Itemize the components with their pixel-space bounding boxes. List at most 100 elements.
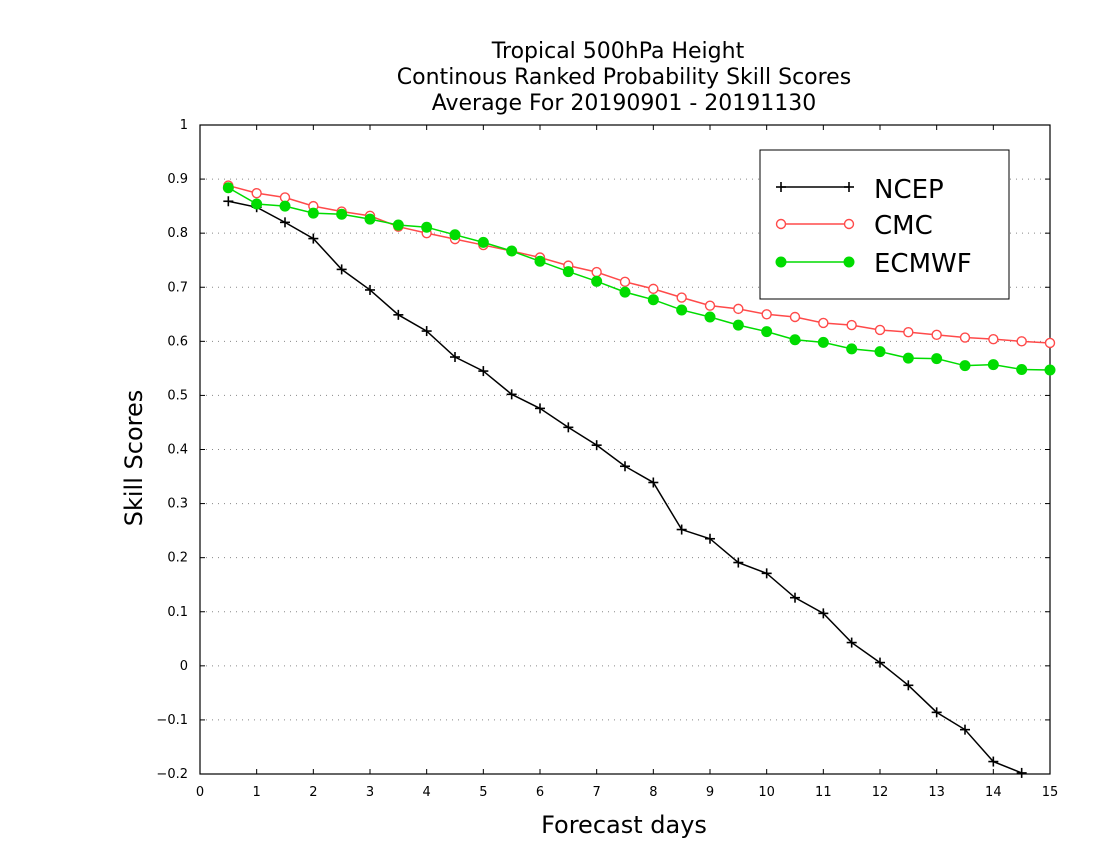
data-point-ecmwf	[1044, 364, 1056, 376]
data-point-ncep	[818, 608, 829, 619]
data-point-cmc	[619, 276, 631, 288]
data-point-cmc	[279, 192, 291, 203]
data-point-ecmwf	[846, 343, 858, 355]
data-point-cmc	[251, 187, 262, 199]
data-point-ncep	[988, 756, 999, 767]
data-point-ecmwf	[562, 266, 574, 278]
data-point-cmc	[874, 324, 886, 336]
x-tick-label: 8	[649, 785, 657, 800]
data-point-ncep	[506, 389, 517, 400]
ticks: −0.2−0.100.10.20.30.40.50.60.70.80.910 1 2…	[156, 118, 1058, 800]
data-point-ecmwf	[931, 353, 943, 365]
legend-marker-ecmwf	[775, 256, 787, 268]
data-point-ncep	[1016, 767, 1027, 778]
y-tick-label: 0.1	[167, 605, 188, 620]
legend-label-ecmwf: ECMWF	[874, 249, 972, 279]
legend-label-cmc: CMC	[874, 211, 933, 241]
x-tick-label: 15	[1042, 785, 1059, 800]
data-point-ncep	[563, 422, 574, 433]
data-point-ncep	[280, 217, 290, 228]
data-point-ncep	[960, 724, 970, 735]
data-point-cmc	[591, 266, 602, 278]
data-point-ecmwf	[874, 346, 886, 358]
data-point-ncep	[336, 264, 347, 275]
data-point-ncep	[591, 440, 602, 451]
y-tick-label: 0.7	[167, 280, 188, 295]
data-point-cmc	[761, 309, 772, 320]
data-point-ncep	[790, 592, 800, 603]
data-point-ecmwf	[676, 304, 688, 316]
data-point-ecmwf	[534, 255, 546, 267]
data-point-ncep	[308, 233, 319, 244]
y-tick-label: −0.2	[156, 767, 188, 782]
data-point-ncep	[875, 657, 885, 668]
data-point-cmc	[648, 283, 659, 295]
data-point-ncep	[535, 403, 545, 414]
data-point-ncep	[393, 309, 404, 320]
x-tick-label: 10	[758, 785, 775, 800]
legend-marker-cmc	[843, 218, 855, 230]
data-point-ecmwf	[732, 319, 744, 331]
data-point-cmc	[818, 317, 829, 329]
data-point-ecmwf	[421, 221, 433, 233]
data-point-ecmwf	[364, 213, 376, 225]
data-point-cmc	[1044, 337, 1056, 349]
data-point-ncep	[620, 461, 630, 472]
x-axis-label: Forecast days	[541, 811, 707, 839]
legend-items	[775, 182, 855, 268]
legend-marker-ncep	[844, 182, 854, 192]
series	[222, 180, 1056, 778]
data-point-ncep	[705, 533, 715, 544]
data-point-ncep	[761, 568, 772, 579]
legend-marker-ecmwf	[843, 256, 855, 268]
data-point-cmc	[789, 311, 801, 323]
data-point-ncep	[365, 284, 375, 295]
data-point-ecmwf	[222, 182, 234, 194]
data-point-ecmwf	[307, 207, 319, 219]
y-tick-label: 0.9	[167, 172, 188, 187]
data-point-cmc	[959, 332, 971, 343]
data-point-ecmwf	[987, 359, 999, 371]
legend-label-ncep: NCEP	[874, 175, 944, 205]
data-point-cmc	[676, 292, 687, 303]
data-point-cmc	[733, 303, 744, 315]
y-tick-label: −0.1	[156, 713, 188, 728]
data-point-ecmwf	[1016, 363, 1028, 375]
chart-title-line-2: Continous Ranked Probability Skill Score…	[397, 65, 851, 90]
data-point-ecmwf	[761, 326, 773, 338]
data-point-ncep	[846, 637, 857, 648]
data-point-ecmwf	[647, 294, 659, 306]
data-point-ncep	[223, 196, 234, 207]
x-tick-label: 13	[928, 785, 945, 800]
legend-marker-ncep	[776, 182, 786, 192]
legend: NCEP CMC ECMWF	[759, 149, 1010, 300]
data-point-ncep	[903, 680, 914, 691]
data-point-ecmwf	[619, 286, 631, 298]
x-tick-label: 7	[593, 785, 601, 800]
data-point-ecmwf	[817, 336, 829, 348]
series-ncep	[223, 196, 1027, 778]
x-tick-label: 3	[366, 785, 374, 800]
x-tick-label: 0	[196, 785, 204, 800]
data-point-cmc	[1016, 336, 1027, 347]
y-tick-label: 0.8	[167, 226, 188, 241]
data-point-cmc	[931, 329, 942, 341]
data-point-ncep	[421, 326, 432, 337]
data-point-cmc	[704, 300, 716, 311]
chart-title-line-1: Tropical 500hPa Height	[491, 39, 745, 64]
x-tick-label: 9	[706, 785, 714, 800]
data-point-cmc	[988, 333, 999, 345]
y-tick-label: 0.5	[167, 388, 188, 403]
data-point-ecmwf	[959, 360, 971, 372]
y-axis-label: Skill Scores	[120, 390, 148, 527]
legend-marker-cmc	[775, 218, 787, 230]
data-point-ecmwf	[902, 352, 914, 364]
data-point-ecmwf	[704, 311, 716, 323]
data-point-cmc	[846, 319, 857, 331]
data-point-ncep	[450, 352, 460, 363]
y-tick-label: 0.6	[167, 334, 188, 349]
data-point-cmc	[903, 326, 914, 338]
y-tick-label: 1	[180, 118, 188, 133]
data-point-ecmwf	[789, 334, 801, 346]
